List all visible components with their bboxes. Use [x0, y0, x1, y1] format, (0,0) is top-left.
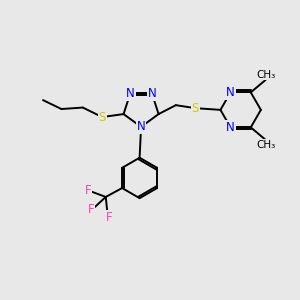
- Text: F: F: [105, 211, 112, 224]
- Text: F: F: [88, 203, 94, 216]
- Text: CH₃: CH₃: [256, 140, 276, 150]
- Text: N: N: [137, 120, 146, 133]
- Text: S: S: [98, 111, 106, 124]
- Text: N: N: [226, 121, 235, 134]
- Text: S: S: [191, 102, 199, 115]
- Text: CH₃: CH₃: [256, 70, 276, 80]
- Text: F: F: [85, 184, 91, 196]
- Text: N: N: [226, 86, 235, 99]
- Text: N: N: [148, 87, 156, 100]
- Text: N: N: [126, 87, 135, 100]
